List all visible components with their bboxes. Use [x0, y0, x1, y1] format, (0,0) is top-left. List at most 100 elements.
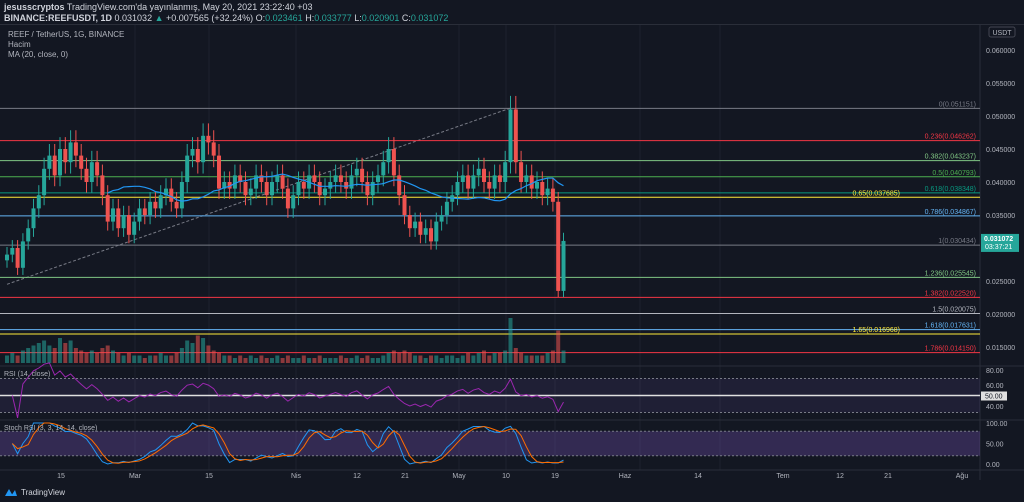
volume-bar: [206, 345, 211, 363]
last-price-tag: [981, 233, 1019, 252]
volume-bar: [73, 348, 78, 363]
rsi-tick: 80.00: [986, 368, 1004, 375]
volume-bar: [360, 358, 365, 363]
volume-bar: [111, 350, 115, 363]
candle: [270, 182, 274, 196]
volume-bar: [68, 340, 73, 363]
volume-bar: [190, 343, 195, 363]
candle: [460, 175, 465, 182]
volume-bar: [248, 355, 253, 363]
volume-bar: [513, 348, 518, 363]
volume-bar: [333, 358, 338, 363]
candle: [238, 175, 243, 182]
candle: [434, 221, 439, 242]
candle: [317, 182, 322, 196]
candle: [179, 182, 184, 209]
volume-bar: [270, 358, 274, 363]
volume-bar: [222, 355, 227, 363]
open-label: O:: [255, 13, 266, 23]
volume-bar: [317, 355, 322, 363]
time-tick: 21: [401, 473, 409, 480]
volume-bar: [243, 358, 248, 363]
fib-level-label: 1.236(0.025545): [925, 270, 976, 277]
volume-bar: [211, 350, 216, 363]
candle: [503, 162, 508, 182]
chart-panel[interactable]: [0, 24, 1024, 481]
candle: [116, 208, 121, 229]
candle: [222, 182, 227, 189]
candle: [312, 175, 317, 182]
candle: [323, 188, 327, 196]
time-tick: 19: [551, 473, 559, 480]
author: jesusscryptos: [4, 2, 65, 12]
volume-bar: [201, 338, 206, 363]
stoch-tick: 100.00: [986, 421, 1008, 428]
close-value: 0.031072: [410, 13, 449, 23]
volume-bar: [232, 358, 237, 363]
stoch-band: [0, 431, 980, 456]
volume-bar: [291, 358, 296, 363]
candle: [217, 155, 221, 189]
legend-ma: MA (20, close, 0): [8, 50, 69, 59]
volume-bar: [116, 353, 121, 363]
volume-bar: [95, 353, 100, 363]
candle: [487, 182, 492, 189]
candle: [148, 201, 153, 215]
candle: [529, 175, 534, 189]
candle: [5, 254, 9, 261]
volume-bar: [328, 358, 333, 363]
candle: [444, 201, 449, 215]
volume-bar: [471, 355, 476, 363]
candle: [132, 221, 137, 235]
volume-bar: [121, 355, 126, 363]
candle: [264, 182, 269, 196]
candle: [68, 142, 73, 163]
volume-bar: [349, 358, 354, 363]
candle: [121, 215, 126, 229]
candle: [185, 155, 190, 182]
stoch-tick: 50.00: [986, 442, 1004, 449]
volume-bar: [58, 338, 62, 363]
volume-bar: [503, 350, 508, 363]
volume-bar: [259, 355, 264, 363]
price-tick: 0.050000: [986, 114, 1015, 121]
volume-bar: [217, 353, 221, 363]
volume-bar: [105, 345, 110, 363]
time-tick: Ağu: [956, 473, 969, 480]
candle: [365, 182, 370, 196]
candle: [254, 175, 259, 189]
candle: [545, 188, 550, 196]
last-price: 0.031032: [114, 13, 153, 23]
volume-bar: [482, 350, 486, 363]
volume-bar: [42, 340, 47, 363]
fib-level-label: 1.786(0.014150): [925, 346, 976, 353]
candle: [63, 149, 68, 163]
stoch-tick: 0.00: [986, 462, 1000, 469]
volume-bar: [402, 350, 407, 363]
legend-volume: Hacim: [8, 40, 31, 49]
candle: [370, 182, 375, 196]
volume-bar: [450, 355, 455, 363]
volume-bar: [132, 355, 137, 363]
volume-bar: [307, 358, 312, 363]
volume-bar: [354, 355, 359, 363]
price-change: +0.007565 (+32.24%): [166, 13, 254, 23]
volume-bar: [169, 355, 174, 363]
candle: [535, 182, 539, 189]
candle: [328, 182, 333, 189]
volume-bar: [280, 358, 285, 363]
volume-bar: [264, 358, 269, 363]
volume-bar: [36, 343, 41, 363]
volume-bar: [52, 348, 57, 363]
candle: [513, 109, 518, 163]
volume-bar: [185, 340, 190, 363]
volume-bar: [487, 355, 492, 363]
volume-bar: [137, 355, 142, 363]
volume-bar: [5, 355, 9, 363]
volume-bar: [519, 353, 524, 363]
price-tick: 0.060000: [986, 48, 1015, 55]
candle: [73, 142, 78, 156]
volume-bar: [497, 353, 502, 363]
candle: [402, 195, 407, 215]
